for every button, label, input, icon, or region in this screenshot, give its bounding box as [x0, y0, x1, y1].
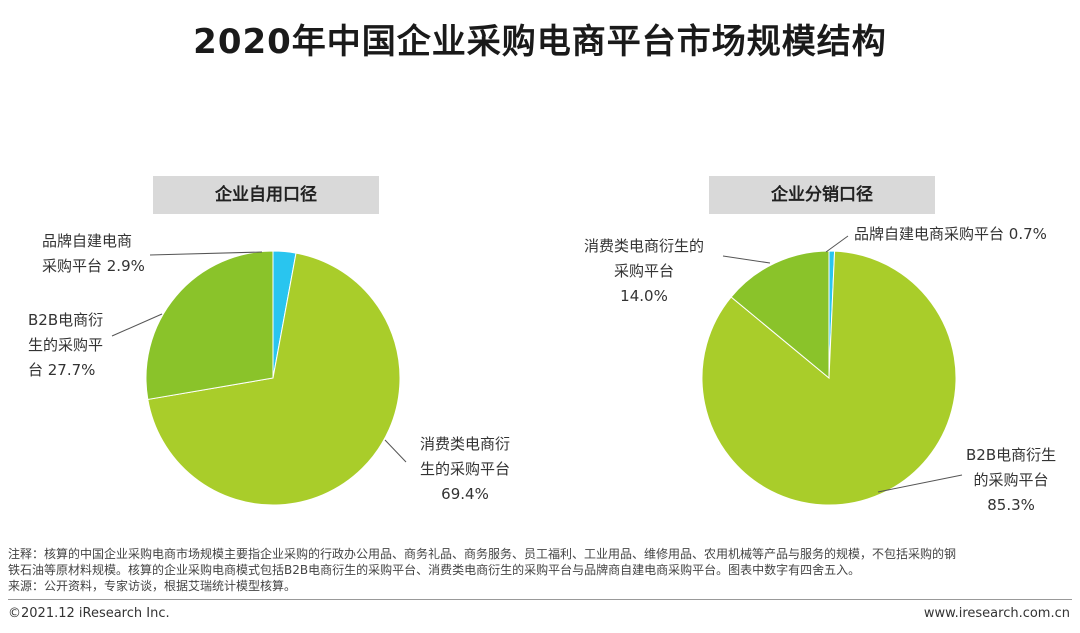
note-line: 注释：核算的中国企业采购电商市场规模主要指企业采购的行政办公用品、商务礼品、商务… — [8, 547, 957, 561]
slice-secondary — [145, 250, 274, 401]
chart-header-distribution: 企业分销口径 — [709, 176, 935, 214]
leader-lines — [111, 235, 963, 493]
chart-header-self-use: 企业自用口径 — [153, 176, 379, 214]
page-title: 2020年中国企业采购电商平台市场规模结构 — [193, 22, 887, 62]
leader-line — [722, 255, 771, 264]
footnote: 注释：核算的中国企业采购电商市场规模主要指企业采购的行政办公用品、商务礼品、商务… — [8, 546, 1072, 594]
leader-line — [111, 313, 163, 337]
leader-line — [877, 474, 963, 493]
slice-label-brand-self-built: 品牌自建电商采购平台 0.7% — [854, 225, 1047, 243]
copyright: ©2021.12 iResearch Inc. — [8, 606, 170, 621]
source-line: 来源：公开资料，专家访谈，根据艾瑞统计模型核算。 — [8, 579, 297, 593]
footer-divider — [8, 599, 1072, 600]
pie-chart-distribution — [701, 250, 957, 506]
slice-label-consumer-derived: 消费类电商衍生的 采购平台 14.0% — [584, 237, 705, 305]
slice-major — [147, 252, 401, 506]
note-line: 铁石油等原材料规模。核算的企业采购电商模式包括B2B电商衍生的采购平台、消费类电… — [8, 563, 861, 577]
leader-line — [149, 251, 263, 256]
slice-label-b2b-derived: B2B电商衍生 的采购平台 85.3% — [966, 446, 1057, 514]
leader-line — [825, 235, 849, 253]
slice-secondary — [730, 250, 830, 380]
slice-label-consumer-derived: 消费类电商衍 生的采购平台 69.4% — [420, 435, 511, 503]
slice-label-brand-self-built: 品牌自建电商 采购平台 2.9% — [42, 232, 145, 275]
pie-chart-self-use — [145, 250, 401, 506]
website: www.iresearch.com.cn — [923, 606, 1070, 621]
leader-line — [384, 439, 407, 463]
slice-label-b2b-derived: B2B电商衍 生的采购平 台 27.7% — [28, 311, 104, 379]
